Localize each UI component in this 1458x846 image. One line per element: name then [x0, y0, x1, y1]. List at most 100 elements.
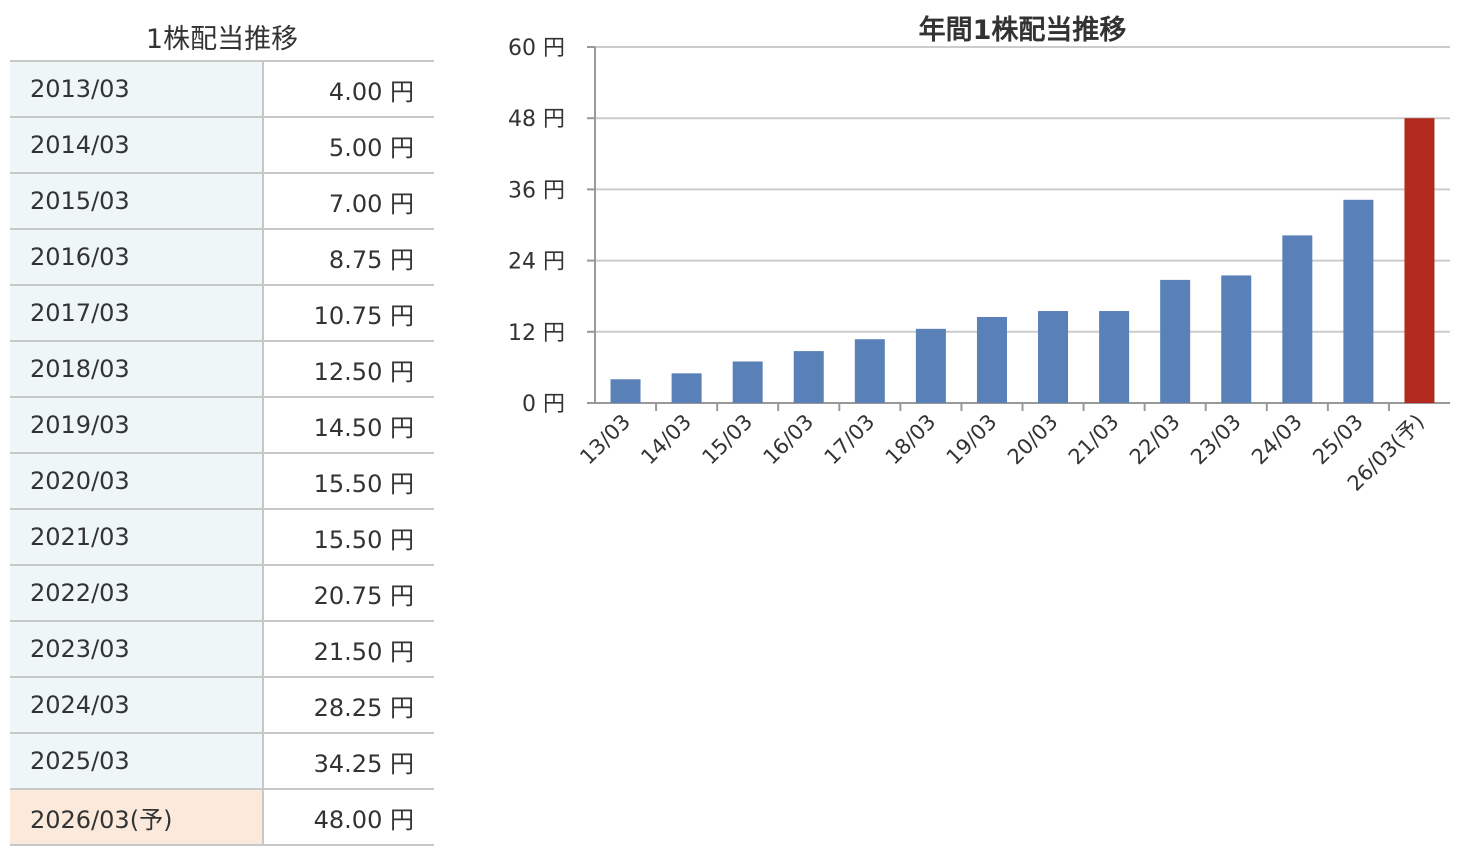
amount-cell: 48.00 円	[263, 789, 434, 846]
y-tick-label: 24 円	[508, 250, 565, 275]
amount-unit: 円	[382, 749, 414, 778]
x-tick-label: 19/03	[942, 410, 1002, 470]
table-row: 2022/03 20.75 円	[10, 565, 434, 622]
bar	[671, 373, 702, 403]
amount-cell: 7.00 円	[263, 173, 434, 230]
table-row: 2023/03 21.50 円	[10, 621, 434, 678]
period-cell: 2015/03	[10, 173, 264, 230]
amount-cell: 10.75 円	[263, 285, 434, 342]
bar	[610, 379, 641, 403]
x-tick-label: 22/03	[1125, 410, 1185, 470]
bar	[1160, 279, 1191, 403]
table-row: 2021/03 15.50 円	[10, 509, 434, 566]
y-tick-label: 0 円	[522, 392, 565, 417]
amount-unit: 円	[382, 805, 414, 834]
bar	[1038, 311, 1069, 403]
period-cell: 2016/03	[10, 229, 264, 286]
amount-value: 34.25	[313, 749, 383, 778]
bar	[1282, 235, 1313, 403]
amount-cell: 4.00 円	[263, 61, 434, 118]
amount-value: 4.00	[328, 77, 383, 106]
amount-cell: 8.75 円	[263, 229, 434, 286]
amount-cell: 15.50 円	[263, 509, 434, 566]
amount-cell: 34.25 円	[263, 733, 434, 790]
table-row: 2013/03 4.00 円	[10, 61, 434, 118]
table-row: 2014/03 5.00 円	[10, 117, 434, 174]
y-tick-label: 12 円	[508, 321, 565, 346]
amount-cell: 28.25 円	[263, 677, 434, 734]
amount-unit: 円	[382, 189, 414, 218]
bar	[1099, 311, 1130, 403]
period-cell: 2021/03	[10, 509, 264, 566]
table-row: 2026/03(予) 48.00 円	[10, 789, 434, 846]
chart-title: 年間1株配当推移	[919, 14, 1127, 46]
period-cell: 2022/03	[10, 565, 264, 622]
bar	[793, 351, 824, 403]
table-row: 2017/03 10.75 円	[10, 285, 434, 342]
bar	[854, 339, 885, 403]
period-cell: 2024/03	[10, 677, 264, 734]
bar	[915, 328, 946, 403]
amount-cell: 12.50 円	[263, 341, 434, 398]
y-tick-label: 48 円	[508, 107, 565, 132]
bar	[732, 361, 763, 403]
table-row: 2025/03 34.25 円	[10, 733, 434, 790]
bar	[1221, 275, 1252, 403]
amount-cell: 21.50 円	[263, 621, 434, 678]
y-tick-label: 60 円	[508, 36, 565, 61]
period-cell: 2020/03	[10, 453, 264, 510]
x-tick-label: 18/03	[881, 410, 941, 470]
amount-unit: 円	[382, 693, 414, 722]
amount-cell: 14.50 円	[263, 397, 434, 454]
amount-unit: 円	[382, 77, 414, 106]
amount-value: 20.75	[313, 581, 383, 610]
amount-value: 21.50	[313, 637, 383, 666]
x-tick-label: 16/03	[759, 410, 819, 470]
x-tick-label: 21/03	[1064, 410, 1124, 470]
period-cell: 2019/03	[10, 397, 264, 454]
amount-value: 48.00	[313, 805, 383, 834]
x-tick-label: 25/03	[1308, 410, 1368, 470]
x-tick-label: 15/03	[697, 410, 757, 470]
amount-cell: 5.00 円	[263, 117, 434, 174]
table-row: 2016/03 8.75 円	[10, 229, 434, 286]
period-cell: 2017/03	[10, 285, 264, 342]
dividend-bar-chart: 年間1株配当推移 0 円 12 円 24 円 36 円 48 円 60 円 13/03 14/0…	[508, 14, 1450, 496]
amount-unit: 円	[382, 637, 414, 666]
y-tick-label: 36 円	[508, 178, 565, 203]
period-cell: 2025/03	[10, 733, 264, 790]
amount-value: 7.00	[328, 189, 383, 218]
x-tick-label: 17/03	[820, 410, 880, 470]
table-row: 2020/03 15.50 円	[10, 453, 434, 510]
amount-unit: 円	[382, 525, 414, 554]
bar	[976, 316, 1007, 403]
x-tick-label: 23/03	[1186, 410, 1246, 470]
amount-value: 14.50	[313, 413, 383, 442]
amount-value: 5.00	[328, 133, 383, 162]
x-tick-label: 20/03	[1003, 410, 1063, 470]
period-cell: 2026/03(予)	[10, 789, 264, 846]
amount-unit: 円	[382, 301, 414, 330]
period-cell: 2018/03	[10, 341, 264, 398]
period-cell: 2013/03	[10, 61, 264, 118]
bar	[1343, 199, 1374, 403]
period-cell: 2014/03	[10, 117, 264, 174]
amount-value: 8.75	[328, 245, 383, 274]
amount-unit: 円	[382, 245, 414, 274]
amount-cell: 15.50 円	[263, 453, 434, 510]
amount-value: 12.50	[313, 357, 383, 386]
table-row: 2019/03 14.50 円	[10, 397, 434, 454]
amount-value: 15.50	[313, 525, 383, 554]
bar-forecast	[1404, 118, 1435, 403]
amount-value: 15.50	[313, 469, 383, 498]
amount-value: 10.75	[313, 301, 383, 330]
table-title: 1株配当推移	[145, 24, 299, 55]
amount-unit: 円	[382, 581, 414, 610]
table-row: 2018/03 12.50 円	[10, 341, 434, 398]
period-cell: 2023/03	[10, 621, 264, 678]
amount-unit: 円	[382, 469, 414, 498]
amount-value: 28.25	[313, 693, 383, 722]
amount-unit: 円	[382, 413, 414, 442]
x-tick-label: 14/03	[636, 410, 696, 470]
